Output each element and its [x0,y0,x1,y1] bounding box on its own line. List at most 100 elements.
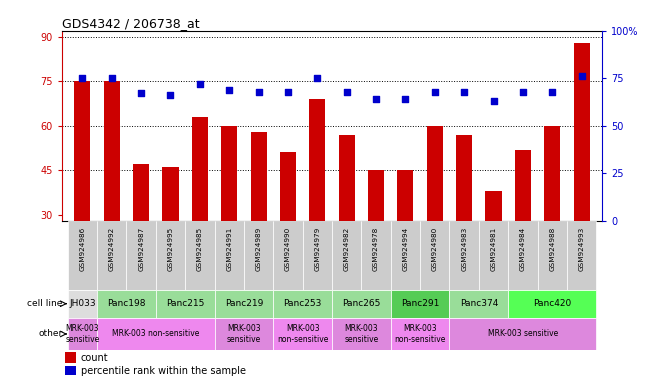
Text: GSM924983: GSM924983 [461,226,467,271]
Point [459,88,469,94]
Bar [332,318,391,350]
Text: GSM924984: GSM924984 [520,226,526,271]
Point [253,88,264,94]
Point [165,92,176,98]
Text: Panc374: Panc374 [460,299,498,308]
Text: other: other [38,329,62,338]
Text: GSM924993: GSM924993 [579,226,585,271]
Point [224,86,234,93]
Bar [449,221,479,290]
Bar [64,353,76,363]
Text: Panc265: Panc265 [342,299,381,308]
Bar [251,132,267,221]
Text: count: count [81,353,108,362]
Bar [391,221,420,290]
Bar [332,290,391,318]
Text: GSM924995: GSM924995 [167,226,174,271]
Text: Panc420: Panc420 [533,299,572,308]
Bar [156,221,185,290]
Bar [97,290,156,318]
Bar [273,221,303,290]
Text: MRK-003
non-sensitive: MRK-003 non-sensitive [395,324,446,344]
Bar [303,221,332,290]
Text: GSM924991: GSM924991 [227,226,232,271]
Bar [126,221,156,290]
Point [518,88,528,94]
Text: GSM924990: GSM924990 [285,226,291,271]
Bar [133,164,149,221]
Bar [68,221,97,290]
Bar [185,221,215,290]
Bar [273,318,332,350]
Bar [391,290,449,318]
Point [107,75,117,81]
Text: Panc219: Panc219 [225,299,263,308]
Text: MRK-003
sensitive: MRK-003 sensitive [344,324,378,344]
Bar [361,221,391,290]
Text: GSM924987: GSM924987 [138,226,144,271]
Bar [449,318,596,350]
Text: JH033: JH033 [69,299,96,308]
Text: GSM924985: GSM924985 [197,226,203,271]
Bar [456,135,472,221]
Point [488,98,499,104]
Text: GSM924979: GSM924979 [314,226,320,271]
Text: MRK-003
sensitive: MRK-003 sensitive [227,324,261,344]
Bar [64,366,76,375]
Text: GSM924980: GSM924980 [432,226,437,271]
Bar [486,191,502,221]
Text: percentile rank within the sample: percentile rank within the sample [81,366,246,376]
Point [400,96,411,102]
Text: GSM924986: GSM924986 [79,226,85,271]
Bar [68,290,97,318]
Text: Panc215: Panc215 [166,299,204,308]
Bar [426,126,443,221]
Bar [97,221,126,290]
Point [136,90,146,96]
Text: GSM924981: GSM924981 [490,226,497,271]
Bar [221,126,238,221]
Bar [538,221,567,290]
Bar [567,221,596,290]
Text: GSM924988: GSM924988 [549,226,555,271]
Text: Panc253: Panc253 [283,299,322,308]
Bar [68,318,97,350]
Bar [156,290,215,318]
Text: MRK-003 sensitive: MRK-003 sensitive [488,329,558,338]
Bar [215,290,273,318]
Bar [391,318,449,350]
Bar [280,152,296,221]
Point [283,88,293,94]
Bar [192,117,208,221]
Point [342,88,352,94]
Text: GSM924989: GSM924989 [256,226,262,271]
Point [371,96,381,102]
Text: GSM924982: GSM924982 [344,226,350,271]
Bar [574,43,590,221]
Bar [544,126,561,221]
Text: GSM924994: GSM924994 [402,226,408,271]
Bar [273,290,332,318]
Text: MRK-003
non-sensitive: MRK-003 non-sensitive [277,324,328,344]
Bar [332,221,361,290]
Bar [309,99,326,221]
Text: GSM924978: GSM924978 [373,226,379,271]
Point [430,88,440,94]
Bar [397,170,413,221]
Bar [508,221,538,290]
Point [576,73,587,79]
Bar [515,149,531,221]
Bar [420,221,449,290]
Bar [339,135,355,221]
Bar [162,167,178,221]
Bar [74,81,90,221]
Point [547,88,557,94]
Text: GDS4342 / 206738_at: GDS4342 / 206738_at [62,17,199,30]
Point [195,81,205,87]
Text: Panc291: Panc291 [401,299,439,308]
Bar [479,221,508,290]
Text: MRK-003 non-sensitive: MRK-003 non-sensitive [112,329,199,338]
Bar [215,221,244,290]
Bar [215,318,273,350]
Bar [104,81,120,221]
